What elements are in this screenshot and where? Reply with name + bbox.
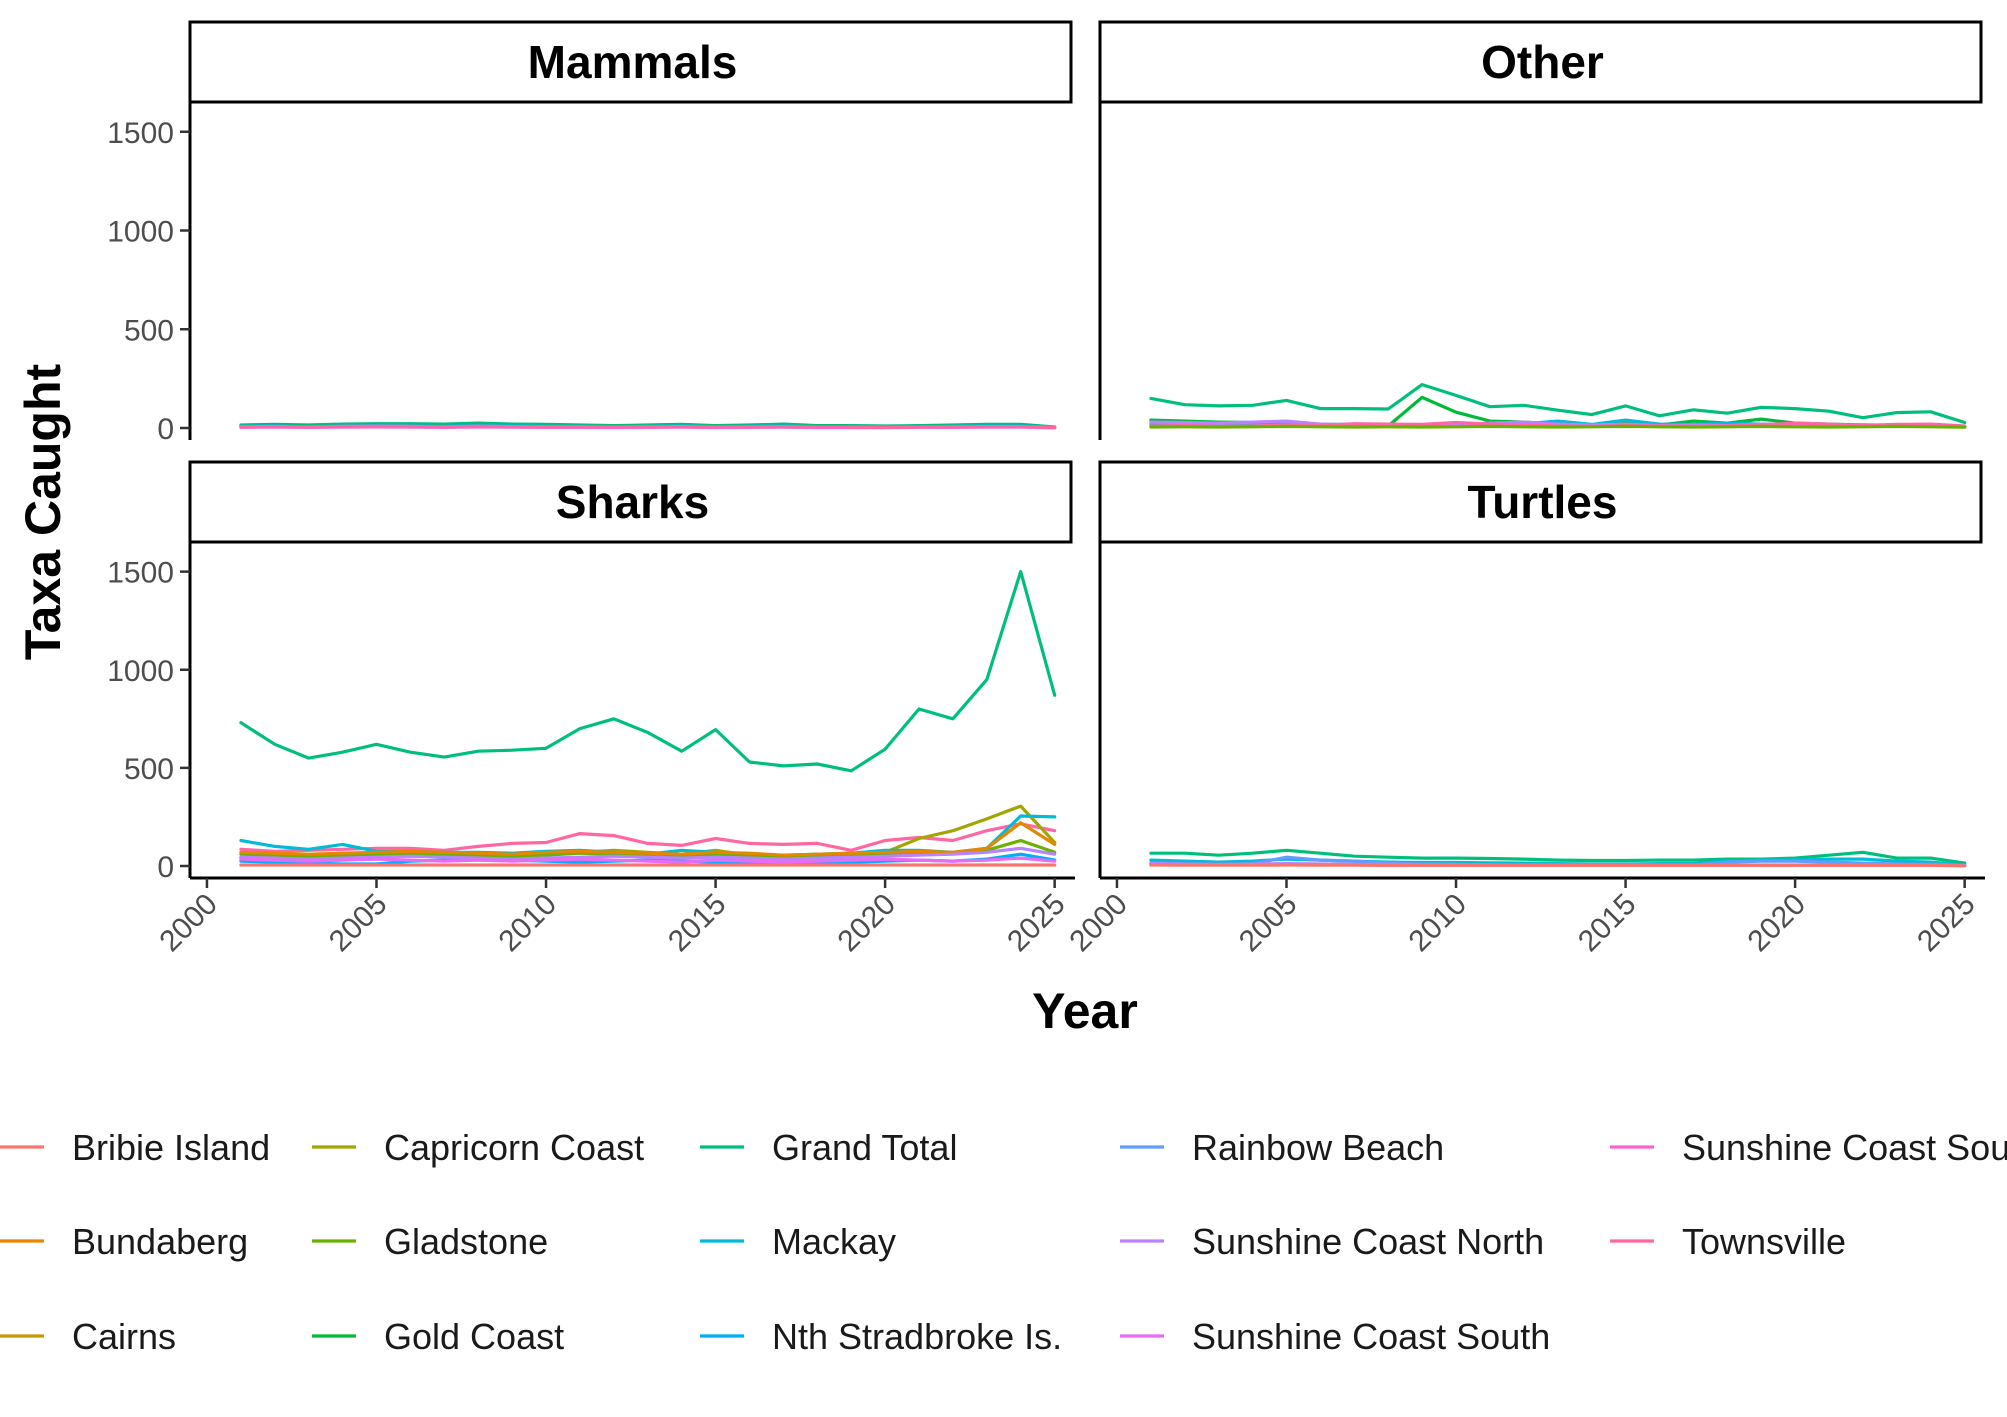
series-line-bundaberg: [239, 821, 1057, 857]
strip-box: [188, 20, 1073, 104]
legend-item: Nth Stradbroke Is.: [700, 1316, 1062, 1357]
series-line-sunshine-coast-south: [239, 856, 1057, 864]
panel-turtles: Turtles 2000 2005 2010 2015 2020 2025: [1063, 460, 1985, 959]
legend-label: Townsville: [1682, 1221, 1846, 1262]
x-axis-title: Year: [1032, 983, 1138, 1039]
x-tick-label: 2010: [492, 888, 563, 959]
legend-item: Mackay: [700, 1221, 896, 1262]
legend-item: Townsville: [1610, 1221, 1846, 1262]
legend-label: Grand Total: [772, 1127, 957, 1168]
legend-label: Gold Coast: [384, 1316, 564, 1357]
strip-label: Mammals: [528, 36, 738, 88]
legend-item: Gold Coast: [312, 1316, 564, 1357]
panel-other: Other: [1098, 20, 1983, 440]
x-tick-label: 2020: [1742, 888, 1813, 959]
legend-label: Gladstone: [384, 1221, 548, 1262]
legend-label: Bundaberg: [72, 1221, 248, 1262]
x-tick-label: 2000: [1063, 888, 1134, 959]
legend-item: Grand Total: [700, 1127, 957, 1168]
strip-label: Sharks: [556, 476, 709, 528]
series-line-bribie-island: [1149, 863, 1967, 868]
x-tick-label: 2000: [153, 888, 224, 959]
y-tick-label: 1500: [107, 557, 174, 590]
legend-item: Cairns: [0, 1316, 176, 1357]
legend-label: Rainbow Beach: [1192, 1127, 1444, 1168]
strip-box: [1098, 20, 1983, 104]
legend-item: Gladstone: [312, 1221, 548, 1262]
y-tick-label: 1000: [107, 216, 174, 249]
y-tick-label: 1500: [107, 117, 174, 150]
y-tick-label: 500: [124, 314, 174, 347]
x-tick-label: 2015: [1572, 888, 1643, 959]
panel-sharks: Sharks 2000 2005 2010 2015 2020 2025 0 500 1000 15…: [107, 460, 1075, 959]
x-tick-label: 2025: [1911, 888, 1982, 959]
legend-item: Rainbow Beach: [1120, 1127, 1444, 1168]
legend-item: Bundaberg: [0, 1221, 248, 1262]
panels-layer: Mammals 0 500 1000 1500 Other Sharks 2000 2005 20…: [107, 20, 1985, 959]
legend-label: Sunshine Coast South: [1192, 1316, 1550, 1357]
legend-item: Bribie Island: [0, 1127, 270, 1168]
legend-label: Sunshine Coast Sou: [1682, 1127, 2007, 1168]
legend-label: Bribie Island: [72, 1127, 270, 1168]
legend-label: Cairns: [72, 1316, 176, 1357]
y-tick-label: 0: [157, 413, 174, 446]
strip-box: [188, 460, 1073, 544]
series-line-grand-total: [1149, 383, 1967, 425]
legend-item: Capricorn Coast: [312, 1127, 644, 1168]
x-tick-label: 2015: [662, 888, 733, 959]
x-tick-label: 2005: [1233, 888, 1304, 959]
legend: Bribie Island Bundaberg Cairns Capricorn Co…: [0, 1127, 2007, 1357]
legend-item: Sunshine Coast South: [1120, 1316, 1550, 1357]
panel-mammals: Mammals 0 500 1000 1500: [107, 20, 1073, 446]
legend-item: Sunshine Coast Sou: [1610, 1127, 2007, 1168]
series-line-grand-total: [1149, 848, 1967, 865]
x-tick-label: 2005: [323, 888, 394, 959]
legend-item: Sunshine Coast North: [1120, 1221, 1544, 1262]
series-line-townsville: [239, 424, 1057, 430]
legend-label: Sunshine Coast North: [1192, 1221, 1544, 1262]
x-tick-label: 2010: [1402, 888, 1473, 959]
legend-label: Nth Stradbroke Is.: [772, 1316, 1062, 1357]
y-tick-label: 1000: [107, 655, 174, 688]
y-tick-label: 500: [124, 753, 174, 786]
strip-label: Other: [1481, 36, 1604, 88]
y-axis-title: Taxa Caught: [15, 363, 71, 660]
x-tick-label: 2020: [832, 888, 903, 959]
strip-box: [1098, 460, 1983, 544]
legend-label: Mackay: [772, 1221, 896, 1262]
x-tick-label: 2025: [1001, 888, 1072, 959]
y-tick-label: 0: [157, 851, 174, 884]
series-line-gladstone: [1149, 424, 1967, 429]
series-line-sunshine-coast-north: [239, 846, 1057, 861]
series-line-grand-total: [239, 570, 1057, 773]
legend-label: Capricorn Coast: [384, 1127, 644, 1168]
strip-label: Turtles: [1468, 476, 1618, 528]
